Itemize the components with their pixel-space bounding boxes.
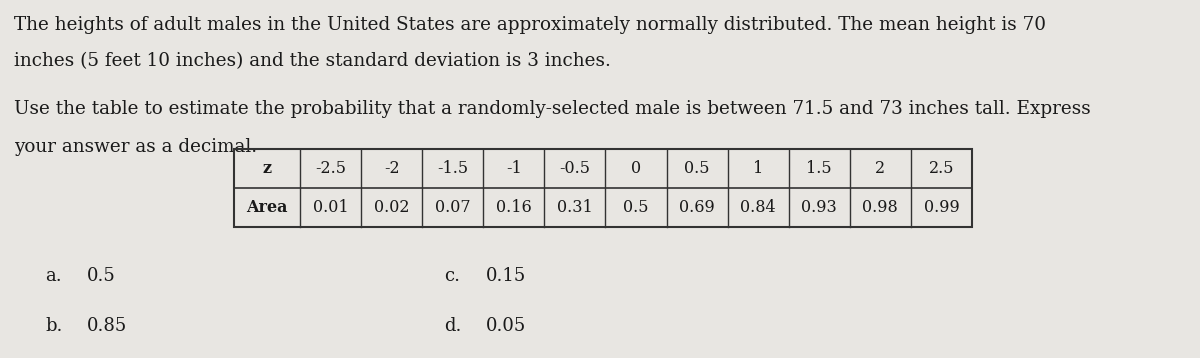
Text: 0.84: 0.84 xyxy=(740,199,776,216)
Bar xyxy=(234,149,972,227)
Text: -1: -1 xyxy=(506,160,522,177)
Text: 0.5: 0.5 xyxy=(623,199,649,216)
Bar xyxy=(234,149,972,227)
Text: 0.15: 0.15 xyxy=(486,267,527,285)
Text: -2: -2 xyxy=(384,160,400,177)
Text: -2.5: -2.5 xyxy=(316,160,346,177)
Text: 0.98: 0.98 xyxy=(863,199,899,216)
Text: c.: c. xyxy=(444,267,460,285)
Text: Area: Area xyxy=(246,199,288,216)
Text: 0.5: 0.5 xyxy=(86,267,115,285)
Text: 1: 1 xyxy=(754,160,763,177)
Text: 2.5: 2.5 xyxy=(929,160,954,177)
Text: Use the table to estimate the probability that a randomly-selected male is betwe: Use the table to estimate the probabilit… xyxy=(14,100,1091,118)
Text: 0.93: 0.93 xyxy=(802,199,838,216)
Text: 0.85: 0.85 xyxy=(86,317,127,335)
Text: inches (5 feet 10 inches) and the standard deviation is 3 inches.: inches (5 feet 10 inches) and the standa… xyxy=(14,52,611,70)
Text: b.: b. xyxy=(46,317,62,335)
Text: The heights of adult males in the United States are approximately normally distr: The heights of adult males in the United… xyxy=(14,16,1046,34)
Text: -0.5: -0.5 xyxy=(559,160,590,177)
Text: 0: 0 xyxy=(631,160,641,177)
Text: 0.01: 0.01 xyxy=(313,199,348,216)
Text: -1.5: -1.5 xyxy=(437,160,468,177)
Text: 0.02: 0.02 xyxy=(374,199,409,216)
Text: 0.5: 0.5 xyxy=(684,160,710,177)
Text: 0.99: 0.99 xyxy=(924,199,959,216)
Text: your answer as a decimal.: your answer as a decimal. xyxy=(14,138,258,156)
Text: z: z xyxy=(263,160,271,177)
Text: 0.31: 0.31 xyxy=(557,199,593,216)
Text: d.: d. xyxy=(444,317,461,335)
Text: 0.69: 0.69 xyxy=(679,199,715,216)
Text: a.: a. xyxy=(46,267,62,285)
Text: 2: 2 xyxy=(875,160,886,177)
Text: 1.5: 1.5 xyxy=(806,160,832,177)
Text: 0.05: 0.05 xyxy=(486,317,527,335)
Text: 0.16: 0.16 xyxy=(496,199,532,216)
Text: 0.07: 0.07 xyxy=(434,199,470,216)
